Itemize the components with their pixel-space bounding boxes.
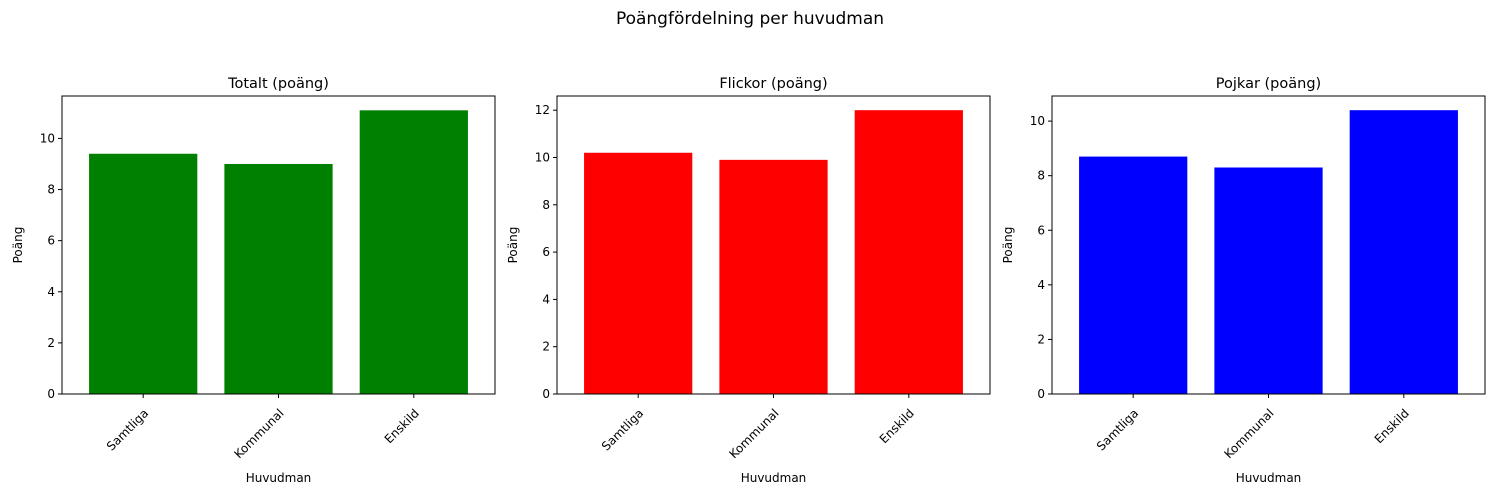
chart-panel-2: Flickor (poäng) Samtliga Kommunal Enskild 0 2… bbox=[506, 76, 991, 485]
bar-kommunal bbox=[719, 159, 828, 394]
y-tick-label: 10 bbox=[535, 150, 550, 164]
x-tick-label: Samtliga bbox=[104, 406, 151, 453]
x-axis-label: Huvudman bbox=[1236, 471, 1302, 485]
x-tick-label: Kommunal bbox=[726, 406, 781, 461]
x-tick-label: Enskild bbox=[877, 406, 917, 446]
y-axis-label: Poäng bbox=[1001, 227, 1015, 264]
x-axis-label: Huvudman bbox=[741, 471, 807, 485]
bar-samtliga bbox=[89, 153, 198, 394]
panel-title: Flickor (poäng) bbox=[719, 76, 827, 92]
axes-frame bbox=[556, 95, 991, 395]
y-tick-label: 0 bbox=[542, 387, 550, 401]
figure-suptitle: Poängfördelning per huvudman bbox=[616, 9, 884, 29]
x-axis-label: Huvudman bbox=[246, 471, 312, 485]
y-axis-label: Poäng bbox=[506, 227, 520, 264]
y-tick-label: 10 bbox=[1030, 114, 1045, 128]
x-tick-label: Enskild bbox=[1372, 406, 1412, 446]
y-tick-label: 2 bbox=[542, 340, 550, 354]
axes-frame bbox=[61, 95, 496, 395]
y-tick-label: 0 bbox=[47, 387, 55, 401]
bar-enskild bbox=[1349, 110, 1458, 394]
axes-frame bbox=[1051, 95, 1486, 395]
panel-title: Pojkar (poäng) bbox=[1216, 76, 1321, 92]
y-tick-label: 4 bbox=[1037, 278, 1045, 292]
y-tick-label: 2 bbox=[1037, 332, 1045, 346]
bar-enskild bbox=[359, 110, 468, 394]
x-tick-label: Kommunal bbox=[1221, 406, 1276, 461]
chart-panel-1: Totalt (poäng) Samtliga Kommunal Enskild 0 2 4… bbox=[11, 76, 496, 485]
y-tick-label: 0 bbox=[1037, 387, 1045, 401]
bar-enskild bbox=[854, 110, 963, 394]
y-tick-label: 8 bbox=[1037, 169, 1045, 183]
y-tick-label: 8 bbox=[542, 198, 550, 212]
bar-kommunal bbox=[1214, 167, 1323, 394]
chart-panel-3: Pojkar (poäng) Samtliga Kommunal Enskild 0 2 4… bbox=[1001, 76, 1486, 485]
y-tick-label: 4 bbox=[47, 285, 55, 299]
y-tick-label: 6 bbox=[1037, 223, 1045, 237]
panel-title: Totalt (poäng) bbox=[227, 76, 329, 92]
y-tick-label: 2 bbox=[47, 336, 55, 350]
bar-kommunal bbox=[224, 163, 333, 394]
x-tick-label: Enskild bbox=[382, 406, 422, 446]
bar-samtliga bbox=[584, 152, 693, 394]
y-tick-label: 10 bbox=[40, 131, 55, 145]
bar-samtliga bbox=[1079, 156, 1188, 394]
x-tick-label: Samtliga bbox=[599, 406, 646, 453]
y-tick-label: 6 bbox=[47, 234, 55, 248]
y-tick-label: 8 bbox=[47, 183, 55, 197]
x-tick-label: Samtliga bbox=[1094, 406, 1141, 453]
y-tick-label: 4 bbox=[542, 292, 550, 306]
x-tick-label: Kommunal bbox=[231, 406, 286, 461]
y-tick-label: 6 bbox=[542, 245, 550, 259]
y-tick-label: 12 bbox=[535, 103, 550, 117]
y-axis-label: Poäng bbox=[11, 227, 25, 264]
